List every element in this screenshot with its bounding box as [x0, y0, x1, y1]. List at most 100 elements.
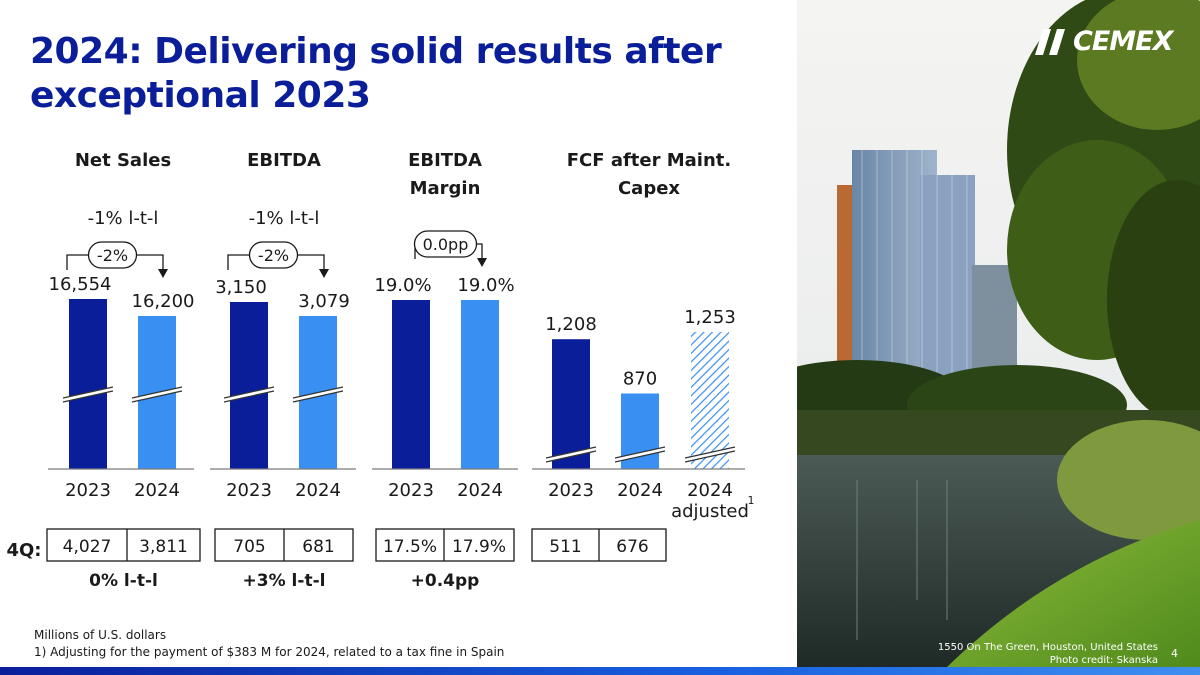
axis-break-line: [614, 450, 666, 463]
page-number: 4: [1171, 647, 1178, 660]
value-label: 3,079: [298, 291, 350, 312]
axis-break-gap: [63, 387, 113, 402]
change-label: 0.0pp: [423, 235, 469, 254]
axis-break-line: [131, 390, 183, 403]
bar-1: [392, 300, 430, 469]
slide-title: 2024: Delivering solid results after exc…: [30, 30, 730, 118]
value-label: 1,208: [545, 314, 597, 335]
axis-break-line: [292, 390, 344, 403]
axis-break-line: [684, 450, 736, 463]
bracket-arrow: [136, 254, 164, 273]
category-label: adjusted: [671, 501, 749, 522]
q4-label: 4Q:: [6, 540, 41, 561]
axis-break-line: [223, 386, 275, 399]
bar-1: [69, 299, 107, 469]
q4-box: [46, 528, 201, 562]
axis-break-line: [545, 450, 597, 463]
change-bubble: [413, 230, 478, 258]
axis-break-gap: [132, 387, 182, 402]
category-label: 2023: [65, 480, 111, 501]
value-label: 1,253: [684, 307, 736, 328]
slide-title-line-2: exceptional 2023: [30, 75, 371, 116]
q4-box: [375, 528, 515, 562]
value-label: 16,200: [132, 291, 195, 312]
value-label: 3,150: [215, 277, 267, 298]
q4-value: 511: [549, 537, 581, 557]
change-bubble: [87, 241, 138, 269]
change-bubble: [248, 241, 299, 269]
axis-break-line: [62, 386, 114, 399]
axis-break-line: [131, 386, 183, 399]
bar-3: [691, 332, 729, 469]
footnote-marker: 1: [748, 494, 755, 507]
q4-change: +3% l-t-l: [243, 571, 326, 591]
value-label: 19.0%: [457, 275, 514, 296]
units-note: Millions of U.S. dollars: [34, 628, 167, 642]
category-label: 2024: [457, 480, 503, 501]
category-label: 2023: [548, 480, 594, 501]
cemex-logo: CEMEX: [1035, 26, 1173, 57]
axis-break-gap: [546, 447, 596, 462]
q4-value: 3,811: [139, 537, 188, 557]
q4-value: 17.5%: [383, 537, 437, 557]
arrowhead-icon: [158, 269, 168, 278]
q4-change: 0% l-t-l: [89, 571, 158, 591]
category-label: 2023: [388, 480, 434, 501]
axis-break-line: [292, 386, 344, 399]
category-label: 2024: [295, 480, 341, 501]
cemex-slash-mark-icon: [1035, 28, 1065, 55]
category-label: 2023: [226, 480, 272, 501]
axis-break-line: [62, 390, 114, 403]
chart-title: EBITDA: [408, 150, 482, 171]
arrowhead-icon: [319, 269, 329, 278]
bracket-line: [66, 254, 89, 270]
value-label: 19.0%: [374, 275, 431, 296]
category-label: 2024: [687, 480, 733, 501]
building-photo: [797, 0, 1200, 667]
axis-break-line: [614, 446, 666, 459]
bracket-arrow: [476, 243, 483, 262]
bar-1: [552, 339, 590, 469]
category-label: 2024: [134, 480, 180, 501]
chart-title: Margin: [410, 178, 481, 199]
growth-label: -1% l-t-l: [249, 208, 320, 229]
axis-break-line: [223, 390, 275, 403]
category-label: 2024: [617, 480, 663, 501]
change-label: -2%: [258, 246, 289, 265]
chart-title: Capex: [618, 178, 680, 199]
logo-wordmark: CEMEX: [1073, 26, 1173, 57]
q4-value: 676: [616, 537, 648, 557]
photo-credit: 1550 On The Green, Houston, United State…: [938, 641, 1158, 667]
footnotes: Millions of U.S. dollars 1) Adjusting fo…: [34, 627, 504, 661]
axis-break-gap: [685, 447, 735, 462]
bar-1: [230, 302, 268, 469]
growth-label: -1% l-t-l: [88, 208, 159, 229]
chart-title: EBITDA: [247, 150, 321, 171]
q4-change: +0.4pp: [411, 571, 480, 591]
q4-value: 705: [233, 537, 265, 557]
q4-value: 681: [302, 537, 334, 557]
slide-title-line-1: 2024: Delivering solid results after: [30, 31, 722, 72]
arrowhead-icon: [477, 258, 487, 267]
value-label: 16,554: [49, 274, 112, 295]
q4-value: 4,027: [63, 537, 112, 557]
kpi-charts: Net Sales -1% l-t-l 16,554 16,200 2023 2024 -2…: [6, 150, 755, 591]
photo-caption: 1550 On The Green, Houston, United State…: [937, 642, 1158, 653]
chart-title: Net Sales: [75, 150, 171, 171]
axis-break-gap: [293, 387, 343, 402]
chart-title: FCF after Maint.: [567, 150, 732, 171]
axis-break-gap: [224, 387, 274, 402]
axis-break-line: [684, 446, 736, 459]
axis-break-gap: [615, 447, 665, 462]
bottom-accent-bar: [0, 667, 1200, 675]
photo-credit-line: Photo credit: Skanska: [1049, 655, 1158, 666]
change-label: -2%: [97, 246, 128, 265]
bracket-line: [227, 254, 250, 270]
footnote-1: 1) Adjusting for the payment of $383 M f…: [34, 645, 505, 659]
bar-2: [461, 300, 499, 469]
axis-break-line: [545, 446, 597, 459]
bracket-arrow: [297, 254, 325, 273]
q4-value: 17.9%: [452, 537, 506, 557]
value-label: 870: [623, 369, 657, 390]
